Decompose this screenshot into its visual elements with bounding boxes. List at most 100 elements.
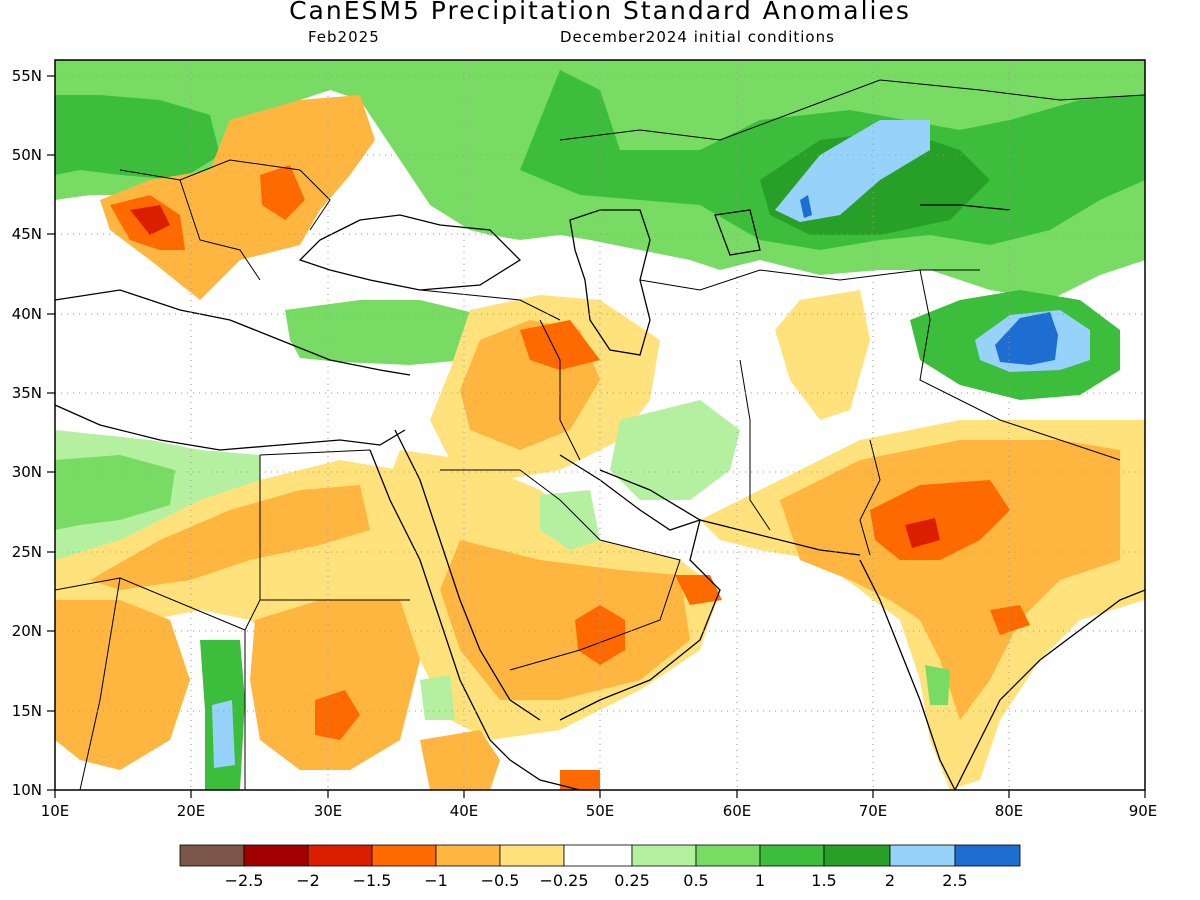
coast-black-sea: [298, 214, 522, 291]
anomaly-darkorange-somaliland: [560, 770, 600, 790]
border-turkey: [419, 289, 561, 321]
colorbar-swatch: [954, 844, 1021, 867]
colorbar-swatch: [823, 844, 891, 867]
coast-caspian: [569, 209, 651, 356]
coast-iran-south: [599, 469, 861, 556]
colorbar-label: −2: [296, 871, 320, 890]
lon-label: 30E: [314, 802, 343, 820]
lat-label: 40N: [12, 305, 42, 323]
coastlines: [55, 204, 1145, 790]
anomaly-lightblue-kazakh: [775, 120, 930, 222]
lat-label: 55N: [12, 67, 42, 85]
anomaly-orange-sudan: [250, 600, 420, 770]
colorbar-label: −1: [424, 871, 448, 890]
lat-label: 15N: [12, 702, 42, 720]
colorbar-swatch: [435, 844, 501, 867]
anomaly-darkorange-india-east: [990, 605, 1030, 635]
borders: [55, 79, 1145, 790]
border-iran-afg: [739, 359, 771, 531]
border-egypt: [259, 449, 371, 456]
init-conditions: December2024 initial conditions: [560, 28, 835, 46]
lat-label: 20N: [12, 622, 42, 640]
lat-label: 35N: [12, 384, 42, 402]
anomaly-darkorange-romania: [260, 165, 305, 220]
coast-horn: [509, 759, 581, 790]
lon-label: 90E: [1129, 802, 1158, 820]
coast-med-north: [55, 289, 411, 376]
axis-ticks: [47, 75, 1146, 798]
border-china-west: [919, 269, 1121, 461]
anomaly-lightgreen-iran: [610, 400, 740, 500]
lon-label: 20E: [177, 802, 206, 820]
colorbar-label: 0.25: [614, 871, 650, 890]
border-europe-2: [179, 179, 261, 281]
border-europe-1: [119, 159, 331, 231]
colorbar-swatch: [179, 844, 245, 867]
colorbar-swatch: [889, 844, 956, 867]
border-iraq-iran: [539, 319, 581, 461]
colorbar-label: −1.5: [353, 871, 392, 890]
colorbar-label: 1.5: [811, 871, 836, 890]
colorbar-label: −2.5: [225, 871, 264, 890]
lat-label: 45N: [12, 225, 42, 243]
colorbar-swatch: [307, 844, 373, 867]
anomaly-darkorange-oman: [675, 575, 722, 605]
anomaly-lightgreen-eritrea: [420, 675, 455, 720]
anomaly-orange-arabia: [440, 540, 690, 700]
colorbar-label: 2: [885, 871, 895, 890]
colorbar-label: −0.5: [481, 871, 520, 890]
coast-red-sea-east: [394, 429, 541, 721]
colorbar-label: 2.5: [942, 871, 967, 890]
colorbar-label: −0.25: [539, 871, 588, 890]
colorbar-swatch: [695, 844, 761, 867]
coast-africa-north: [55, 404, 406, 451]
colorbar-label: 0.5: [683, 871, 708, 890]
lat-label: 10N: [12, 781, 42, 799]
map-title: CanESM5 Precipitation Standard Anomalies: [289, 0, 911, 25]
coast-balkhash: [920, 204, 1011, 211]
anomaly-orange-africa-band: [90, 485, 370, 590]
colorbar-swatch: [563, 844, 633, 867]
colorbar-swatch: [759, 844, 825, 867]
lat-label: 50N: [12, 146, 42, 164]
lon-label: 70E: [859, 802, 888, 820]
border-pak-india: [859, 439, 881, 556]
anomaly-field: [55, 60, 1145, 790]
lat-label: 25N: [12, 543, 42, 561]
anomaly-blue-kazakh: [800, 195, 812, 218]
colorbar-swatch: [371, 844, 437, 867]
anomaly-green-india-south: [925, 665, 950, 705]
anomaly-red-india: [905, 518, 940, 548]
anomaly-yellow-pakistan: [775, 290, 870, 420]
anomaly-blue-tianshan: [995, 312, 1058, 365]
lon-label: 80E: [995, 802, 1024, 820]
valid-month: Feb2025: [308, 28, 380, 46]
anomaly-green-aegean: [285, 300, 470, 365]
border-kaz-russia: [559, 79, 1145, 141]
lon-label: 10E: [41, 802, 70, 820]
anomaly-orange-ethiopia: [420, 730, 500, 790]
lat-label: 30N: [12, 463, 42, 481]
colorbar-swatch: [631, 844, 697, 867]
lon-label: 60E: [723, 802, 752, 820]
coast-india-west: [859, 559, 956, 790]
anomaly-darkorange-kurdistan: [520, 320, 600, 370]
border-sudan-west: [244, 455, 261, 790]
anomaly-green-sahara: [55, 455, 175, 530]
coast-aral: [714, 209, 761, 256]
border-libya-chad: [119, 577, 246, 631]
border-kaz-south: [639, 269, 980, 291]
coast-india-east: [954, 589, 1145, 790]
anomaly-lightblue-darfur: [212, 700, 235, 768]
anomaly-green-europe: [55, 95, 220, 180]
anomaly-darkorange-arabia: [575, 605, 625, 665]
coast-red-sea-west: [369, 449, 511, 761]
colorbar-swatch: [499, 844, 565, 867]
colorbar-swatch: [243, 844, 309, 867]
border-chad-west: [55, 577, 121, 790]
anomaly-darkorange-india: [870, 480, 1010, 560]
anomaly-darkorange-sudan: [315, 690, 360, 740]
anomaly-red-balkans: [130, 205, 170, 235]
anomaly-lightgreen-arabia: [540, 490, 600, 550]
